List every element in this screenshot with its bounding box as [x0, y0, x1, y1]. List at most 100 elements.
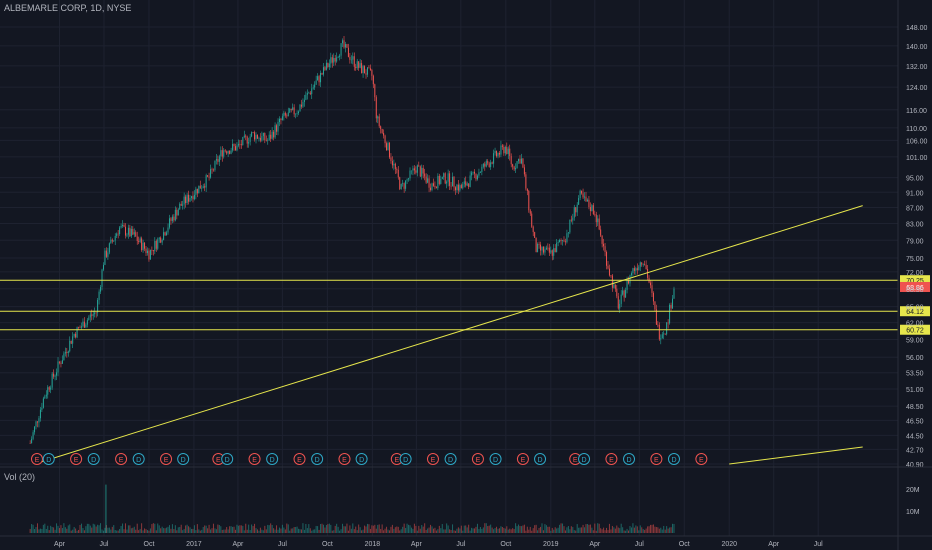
marker-circle: [444, 453, 457, 465]
volume-bar: [208, 524, 210, 533]
volume-bar: [51, 526, 53, 533]
grid: [0, 0, 898, 536]
earnings-marker[interactable]: E: [471, 453, 484, 465]
volume-bar: [453, 530, 455, 533]
candle-body: [425, 176, 427, 183]
earnings-marker[interactable]: E: [516, 453, 529, 465]
candle-body: [408, 178, 410, 180]
candle-body: [531, 213, 533, 227]
candle-body: [42, 398, 44, 408]
candle-body: [195, 188, 197, 195]
volume-bar: [296, 526, 298, 533]
volume-bar: [563, 526, 565, 533]
dividend-marker[interactable]: D: [266, 453, 279, 465]
dividend-marker[interactable]: D: [667, 453, 680, 465]
volume-bar: [212, 523, 214, 533]
candle-body: [205, 175, 207, 188]
volume-bar: [406, 523, 408, 533]
candle-body: [482, 163, 484, 167]
earnings-marker[interactable]: E: [569, 453, 582, 465]
candle-body: [387, 142, 389, 151]
candle-body: [54, 375, 56, 377]
trend-line: [729, 446, 863, 465]
dividend-marker[interactable]: D: [399, 453, 412, 465]
candle-body: [188, 194, 190, 202]
dividend-marker[interactable]: D: [42, 453, 55, 465]
volume-bar: [314, 529, 316, 533]
level-label: 64.12: [906, 309, 924, 316]
volume-bar: [114, 529, 116, 533]
volume-bar: [230, 526, 232, 533]
candle-body: [144, 242, 146, 249]
candle-body: [484, 163, 486, 167]
volume-bar: [438, 525, 440, 533]
event-markers[interactable]: E E E E E E E E E E E E E E E ED D D D D D D D D D D D D D D: [30, 453, 708, 465]
dividend-marker[interactable]: D: [578, 453, 591, 465]
dividend-marker[interactable]: D: [534, 453, 547, 465]
candle-body: [449, 173, 451, 186]
candle-body: [673, 288, 675, 299]
dividend-marker[interactable]: D: [623, 453, 636, 465]
earnings-marker[interactable]: E: [605, 453, 618, 465]
candle-body: [211, 169, 213, 170]
candle-body: [232, 144, 234, 151]
dividend-marker[interactable]: D: [87, 453, 100, 465]
marker-letter: E: [394, 457, 399, 464]
candle-body: [243, 135, 245, 137]
volume-bar: [476, 523, 478, 533]
price-tick-label: 91.00: [906, 190, 924, 197]
volume-bar: [337, 526, 339, 533]
candle-body: [201, 187, 203, 189]
candle-body: [413, 168, 415, 171]
volume-bar: [330, 524, 332, 533]
volume-bar: [628, 530, 630, 533]
earnings-marker[interactable]: E: [426, 453, 439, 465]
volume-bar: [327, 524, 329, 533]
volume-bar: [50, 525, 52, 533]
earnings-marker[interactable]: E: [70, 453, 83, 465]
volume-bar: [535, 524, 537, 533]
candle-body: [347, 47, 349, 57]
earnings-marker[interactable]: E: [248, 453, 261, 465]
marker-circle: [30, 453, 43, 465]
candle-body: [67, 351, 69, 354]
dividend-marker[interactable]: D: [221, 453, 234, 465]
price-tick-label: 40.90: [906, 462, 924, 469]
dividend-marker[interactable]: D: [355, 453, 368, 465]
earnings-marker[interactable]: E: [293, 453, 306, 465]
candle-body: [535, 237, 537, 253]
volume-bar: [227, 529, 229, 533]
volume-bar: [142, 530, 144, 533]
earnings-marker[interactable]: E: [338, 453, 351, 465]
volume-bar: [252, 526, 254, 533]
earnings-marker[interactable]: E: [695, 453, 708, 465]
volume-bar: [100, 523, 102, 533]
volume-bar: [588, 524, 590, 533]
volume-bar: [475, 526, 477, 533]
volume-bar: [198, 529, 200, 533]
dividend-marker[interactable]: D: [489, 453, 502, 465]
volume-bar: [603, 527, 605, 533]
volume-bar: [446, 523, 448, 533]
candle-body: [459, 185, 461, 191]
price-tick-label: 75.00: [906, 256, 924, 263]
dividend-marker[interactable]: D: [444, 453, 457, 465]
volume-bar: [369, 528, 371, 533]
dividend-marker[interactable]: D: [132, 453, 145, 465]
volume-bar: [390, 526, 392, 533]
earnings-marker[interactable]: E: [650, 453, 663, 465]
earnings-marker[interactable]: E: [212, 453, 225, 465]
time-tick-label: Oct: [679, 541, 690, 548]
earnings-marker[interactable]: E: [30, 453, 43, 465]
volume-bar: [396, 526, 398, 533]
dividend-marker[interactable]: D: [177, 453, 190, 465]
volume-bar: [154, 523, 156, 533]
candle-body: [320, 72, 322, 83]
dividend-marker[interactable]: D: [311, 453, 324, 465]
level-label: 68.86: [906, 285, 924, 292]
earnings-marker[interactable]: E: [160, 453, 173, 465]
candle-body: [254, 132, 256, 140]
volume-bar: [579, 527, 581, 533]
earnings-marker[interactable]: E: [115, 453, 128, 465]
